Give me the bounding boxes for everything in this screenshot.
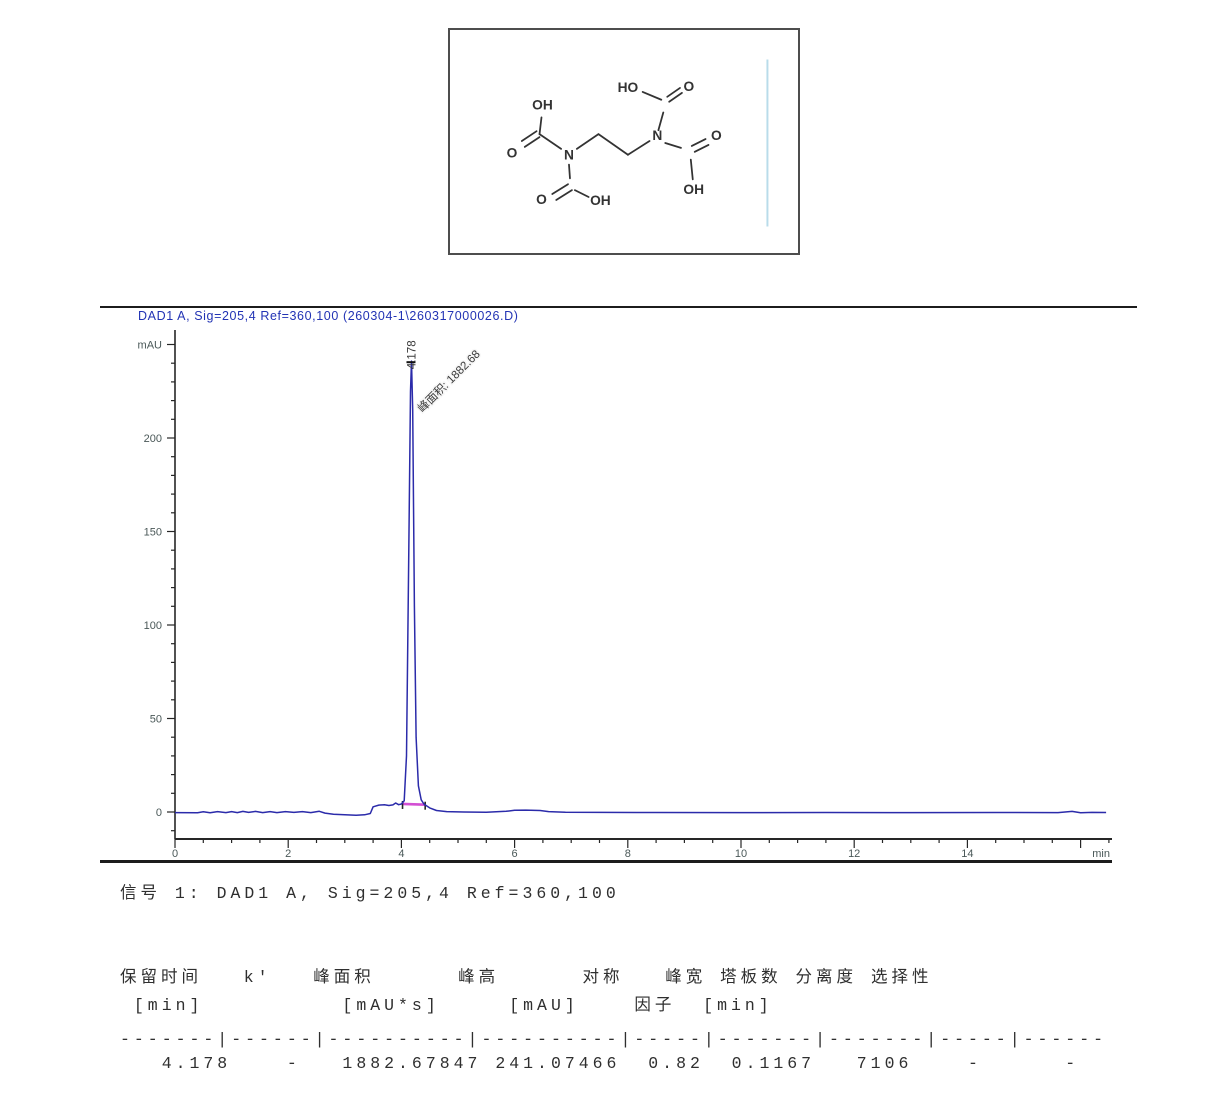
atom-label-ho-top: HO — [618, 80, 639, 95]
x-tick-label: 12 — [848, 848, 860, 860]
x-tick-label: 6 — [512, 848, 518, 860]
x-tick-label: 8 — [625, 848, 631, 860]
x-axis-unit-label: min — [1092, 848, 1110, 860]
peak-table-header-row2: [min] [mAU*s] [mAU] 因子 [min] — [120, 996, 773, 1015]
top-divider — [100, 306, 1137, 308]
y-tick-label: 150 — [144, 527, 162, 539]
integration-baseline — [402, 802, 426, 807]
y-tick-label: 200 — [144, 433, 162, 445]
x-tick-label: 0 — [172, 848, 178, 860]
y-tick-label: 100 — [144, 620, 162, 632]
chromatogram-title: DAD1 A, Sig=205,4 Ref=360,100 (260304-1\… — [138, 309, 519, 323]
peak-table-separator: -------|------|----------|----------|---… — [120, 1030, 1108, 1049]
y-tick-label: 50 — [150, 714, 162, 726]
atom-label-oh-bottom: OH — [590, 193, 611, 208]
bottom-divider — [100, 860, 1112, 863]
peak-retention-time-label: 4.178 — [406, 340, 418, 369]
atom-label-n-right: N — [652, 128, 662, 143]
x-tick-label: 10 — [735, 848, 747, 860]
atom-label-oh-top-left: OH — [532, 98, 553, 113]
signal-trace — [174, 360, 1107, 816]
atom-label-oh-bottom-right: OH — [683, 182, 704, 197]
chromatogram-plot-area: 0 50 100 150 200 mAU 0 2 4 6 8 10 12 14 min 4.178 峰面积: 1… — [100, 325, 1140, 870]
molecule-bonds — [520, 87, 710, 201]
atom-label-o-bottom-left: O — [536, 192, 547, 207]
peak-table-data-row: 4.178 - 1882.67847 241.07466 0.82 0.1167… — [120, 1054, 1080, 1073]
atom-label-o-left: O — [507, 146, 518, 161]
y-tick-label: 0 — [156, 807, 162, 819]
x-tick-label: 14 — [961, 848, 973, 860]
x-tick-label: 4 — [398, 848, 404, 860]
atom-label-n-left: N — [564, 148, 574, 163]
x-tick-label: 2 — [285, 848, 291, 860]
peak-table-header-row1: 保留时间 k' 峰面积 峰高 对称 峰宽 塔板数 分离度 选择性 — [120, 968, 933, 987]
molecule-structure-box: OH O N O OH HO O N O OH — [448, 28, 800, 255]
molecule-structure: OH O N O OH HO O N O OH — [507, 59, 769, 227]
peak-area-annotation: 峰面积: 1882.68 — [415, 348, 483, 416]
atom-label-o-right: O — [711, 128, 722, 143]
y-axis-unit-label: mAU — [138, 340, 163, 352]
signal-summary: 信号 1: DAD1 A, Sig=205,4 Ref=360,100 — [120, 884, 620, 903]
atom-label-o-top-right: O — [683, 79, 694, 94]
